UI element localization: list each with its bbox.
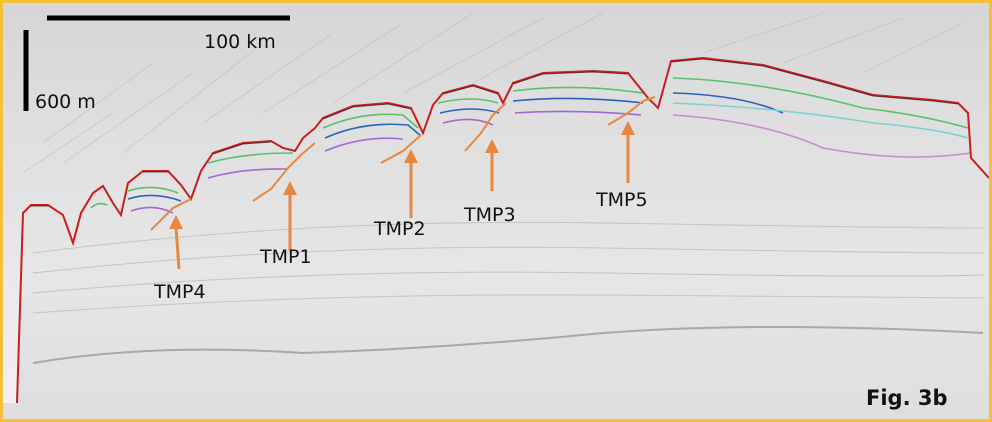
basement-reflector [32,326,984,364]
label-tmp4: TMP4 [154,281,206,303]
tmp-arrows [169,121,635,270]
figure-label: Fig. 3b [866,386,948,410]
water-noise [22,12,964,174]
label-tmp2: TMP2 [374,218,426,240]
label-tmp3: TMP3 [464,204,516,226]
seismic-section [3,3,989,419]
label-tmp1: TMP1 [260,246,312,268]
tmp-pick-lines [150,96,656,231]
sediment-horizons [90,77,972,214]
deep-reflectors [32,221,984,314]
vertical-scale-label: 600 m [35,91,96,113]
seafloor-line [16,56,989,404]
label-tmp5: TMP5 [596,189,648,211]
subsurface [3,58,989,419]
horizontal-scale-label: 100 km [204,31,276,53]
